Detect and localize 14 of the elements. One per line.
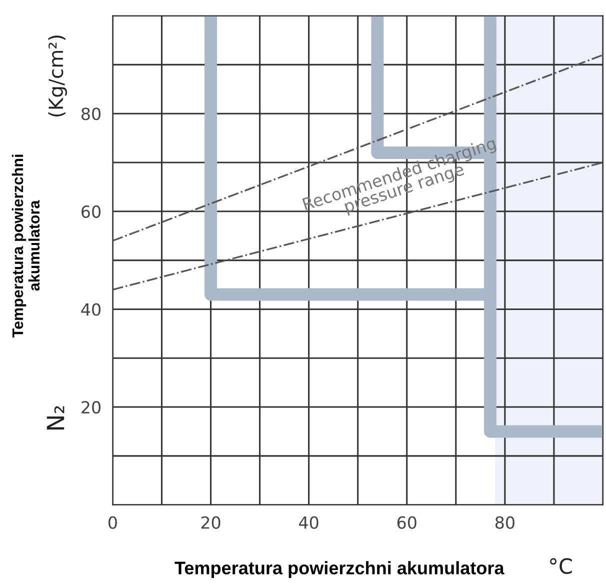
- x-tick-label: 80: [495, 516, 514, 529]
- x-tick-label: 60: [397, 516, 416, 529]
- y-tick-label: 40: [81, 303, 100, 316]
- y-axis-title: Temperatura powierzchni akumulatora: [12, 154, 40, 338]
- x-tick-label: 0: [108, 516, 117, 529]
- x-tick-label: 40: [299, 516, 318, 529]
- y-tick-label: 20: [82, 401, 100, 414]
- text: °C: [550, 558, 572, 574]
- x-axis-title: Temperatura powierzchni akumulatora: [174, 561, 504, 578]
- text: (Kg/cm²): [48, 36, 67, 116]
- y-tick-label: 80: [82, 108, 100, 120]
- y-tick-label: 60: [82, 205, 100, 218]
- x-tick-label: 20: [201, 516, 220, 529]
- text: N₂: [46, 406, 64, 430]
